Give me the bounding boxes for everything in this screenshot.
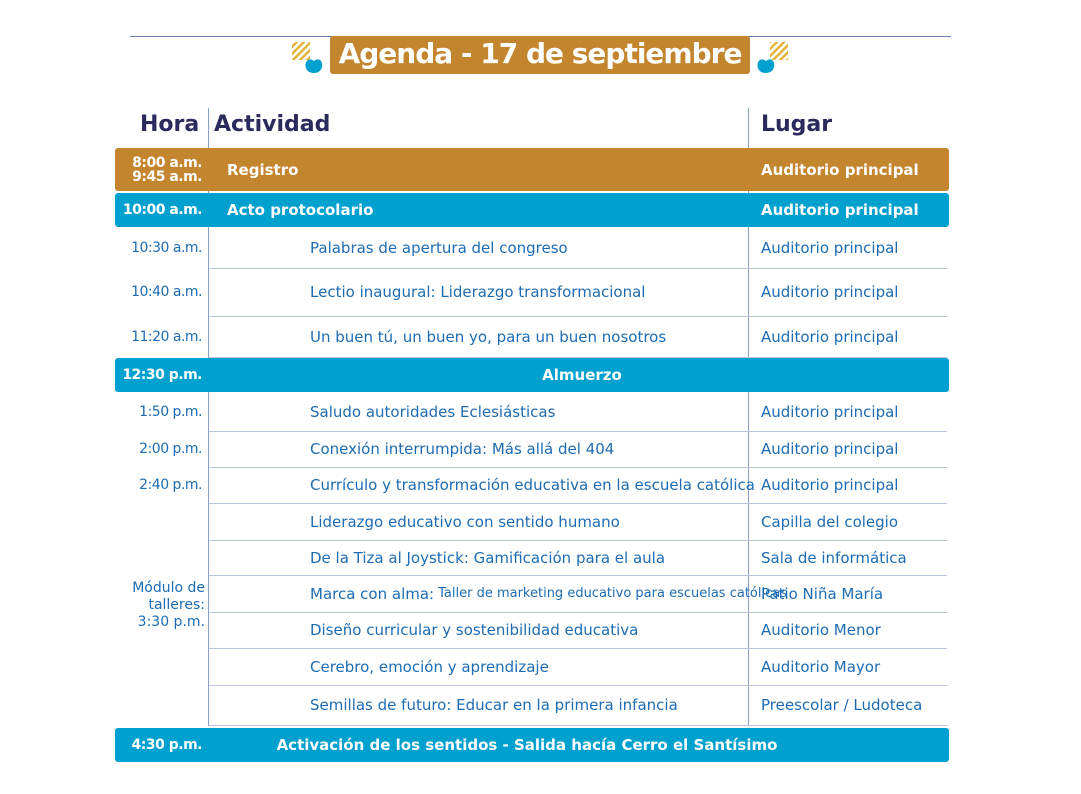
- row-activity: Almuerzo: [542, 366, 622, 384]
- row-place: Auditorio principal: [761, 476, 899, 494]
- row-time: 4:30 p.m.: [131, 737, 203, 753]
- row-activity: Acto protocolario: [227, 201, 374, 219]
- header-time: Hora: [140, 112, 200, 137]
- row-time: 11:20 a.m.: [131, 328, 202, 345]
- striped-heart-decoration-icon: [757, 42, 788, 73]
- row-time: 10:40 a.m.: [131, 284, 202, 300]
- row-activity: Activación de los sentidos - Salida hací…: [276, 736, 778, 754]
- row-activity: Conexión interrumpida: Más allá del 404: [310, 440, 615, 458]
- row-place: Auditorio principal: [761, 327, 899, 346]
- row-activity: Lectio inaugural: Liderazgo transformaci…: [310, 283, 646, 301]
- agenda-row: 10:40 a.m. Lectio inaugural: Liderazgo tr…: [131, 268, 947, 317]
- row-place: Auditorio principal: [761, 239, 899, 257]
- workshop-time: Módulo de talleres: 3:30 p.m.: [132, 580, 205, 630]
- row-time: 2:40 p.m.: [139, 477, 202, 493]
- agenda-row: Semillas de futuro: Educar en la primera…: [209, 685, 947, 726]
- row-time: 10:00 a.m.: [122, 202, 203, 218]
- agenda-row: 2:00 p.m. Conexión interrumpida: Más allá…: [139, 431, 947, 468]
- agenda-row: Diseño curricular y sostenibilidad educa…: [209, 612, 947, 649]
- row-place: Patio Niña María: [761, 584, 884, 603]
- agenda-row: 10:30 a.m. Palabras de apertura del congr…: [131, 228, 947, 269]
- row-activity: Registro: [227, 160, 299, 179]
- row-activity: Saludo autoridades Eclesiásticas: [310, 403, 556, 421]
- row-time: 2:00 p.m.: [139, 441, 202, 457]
- agenda-row: 12:30 p.m. Almuerzo: [115, 358, 949, 392]
- row-place: Auditorio principal: [761, 160, 919, 179]
- agenda-row: 11:20 a.m. Un buen tú, un buen yo, para u…: [131, 316, 947, 358]
- row-place: Auditorio principal: [761, 283, 899, 301]
- agenda-row: 1:50 p.m. Saludo autoridades Eclesiástica…: [139, 393, 947, 432]
- row-activity: Palabras de apertura del congreso: [310, 239, 568, 257]
- row-place: Sala de informática: [761, 548, 907, 567]
- agenda-row: 10:00 a.m. Acto protocolario Auditorio pri…: [115, 193, 949, 227]
- row-activity: Un buen tú, un buen yo, para un buen nos…: [310, 327, 667, 346]
- row-activity: Cerebro, emoción y aprendizaje: [310, 657, 549, 676]
- striped-heart-decoration-icon: [292, 42, 323, 73]
- row-activity: Marca con alma: Taller de marketing educa…: [310, 584, 787, 603]
- row-time: 10:30 a.m.: [131, 240, 202, 256]
- column-divider: [208, 108, 209, 726]
- row-place: Auditorio principal: [761, 403, 899, 421]
- agenda-row: 8:00 a.m. 9:45 a.m. Registro Auditorio pri…: [115, 148, 949, 191]
- row-activity: Semillas de futuro: Educar en la primera…: [310, 696, 678, 714]
- agenda-row: 2:40 p.m. Currículo y transformación educ…: [139, 467, 947, 504]
- agenda-row: Marca con alma: Taller de marketing educa…: [209, 575, 947, 613]
- row-place: Preescolar / Ludoteca: [761, 696, 923, 714]
- row-place: Auditorio Mayor: [761, 657, 881, 676]
- row-place: Auditorio Menor: [761, 621, 881, 639]
- row-activity: De la Tiza al Joystick: Gamificación par…: [310, 548, 666, 567]
- row-place: Auditorio principal: [761, 440, 899, 458]
- header-place: Lugar: [761, 112, 833, 137]
- agenda-row: 4:30 p.m. Activación de los sentidos - Sa…: [115, 728, 949, 762]
- row-activity: Diseño curricular y sostenibilidad educa…: [310, 621, 639, 639]
- row-time: 1:50 p.m.: [139, 404, 202, 420]
- row-place: Capilla del colegio: [761, 512, 899, 531]
- column-divider: [748, 108, 749, 726]
- agenda-row: Cerebro, emoción y aprendizaje Auditorio …: [209, 648, 947, 686]
- row-activity-detail: Taller de marketing educativo para escue…: [438, 586, 787, 601]
- header-activity: Actividad: [214, 112, 331, 137]
- row-activity: Liderazgo educativo con sentido humano: [310, 512, 620, 531]
- agenda-row: Liderazgo educativo con sentido humano Ca…: [209, 503, 947, 541]
- page-title: Agenda - 17 de septiembre: [330, 36, 750, 74]
- row-place: Auditorio principal: [761, 201, 919, 219]
- agenda-row: De la Tiza al Joystick: Gamificación par…: [209, 540, 947, 576]
- row-time: 12:30 p.m.: [122, 367, 202, 383]
- row-activity: Currículo y transformación educativa en …: [310, 476, 755, 494]
- row-time: 8:00 a.m. 9:45 a.m.: [132, 154, 202, 185]
